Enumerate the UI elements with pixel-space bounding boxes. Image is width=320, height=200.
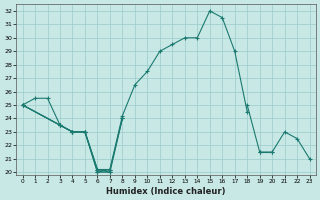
X-axis label: Humidex (Indice chaleur): Humidex (Indice chaleur) — [106, 187, 226, 196]
